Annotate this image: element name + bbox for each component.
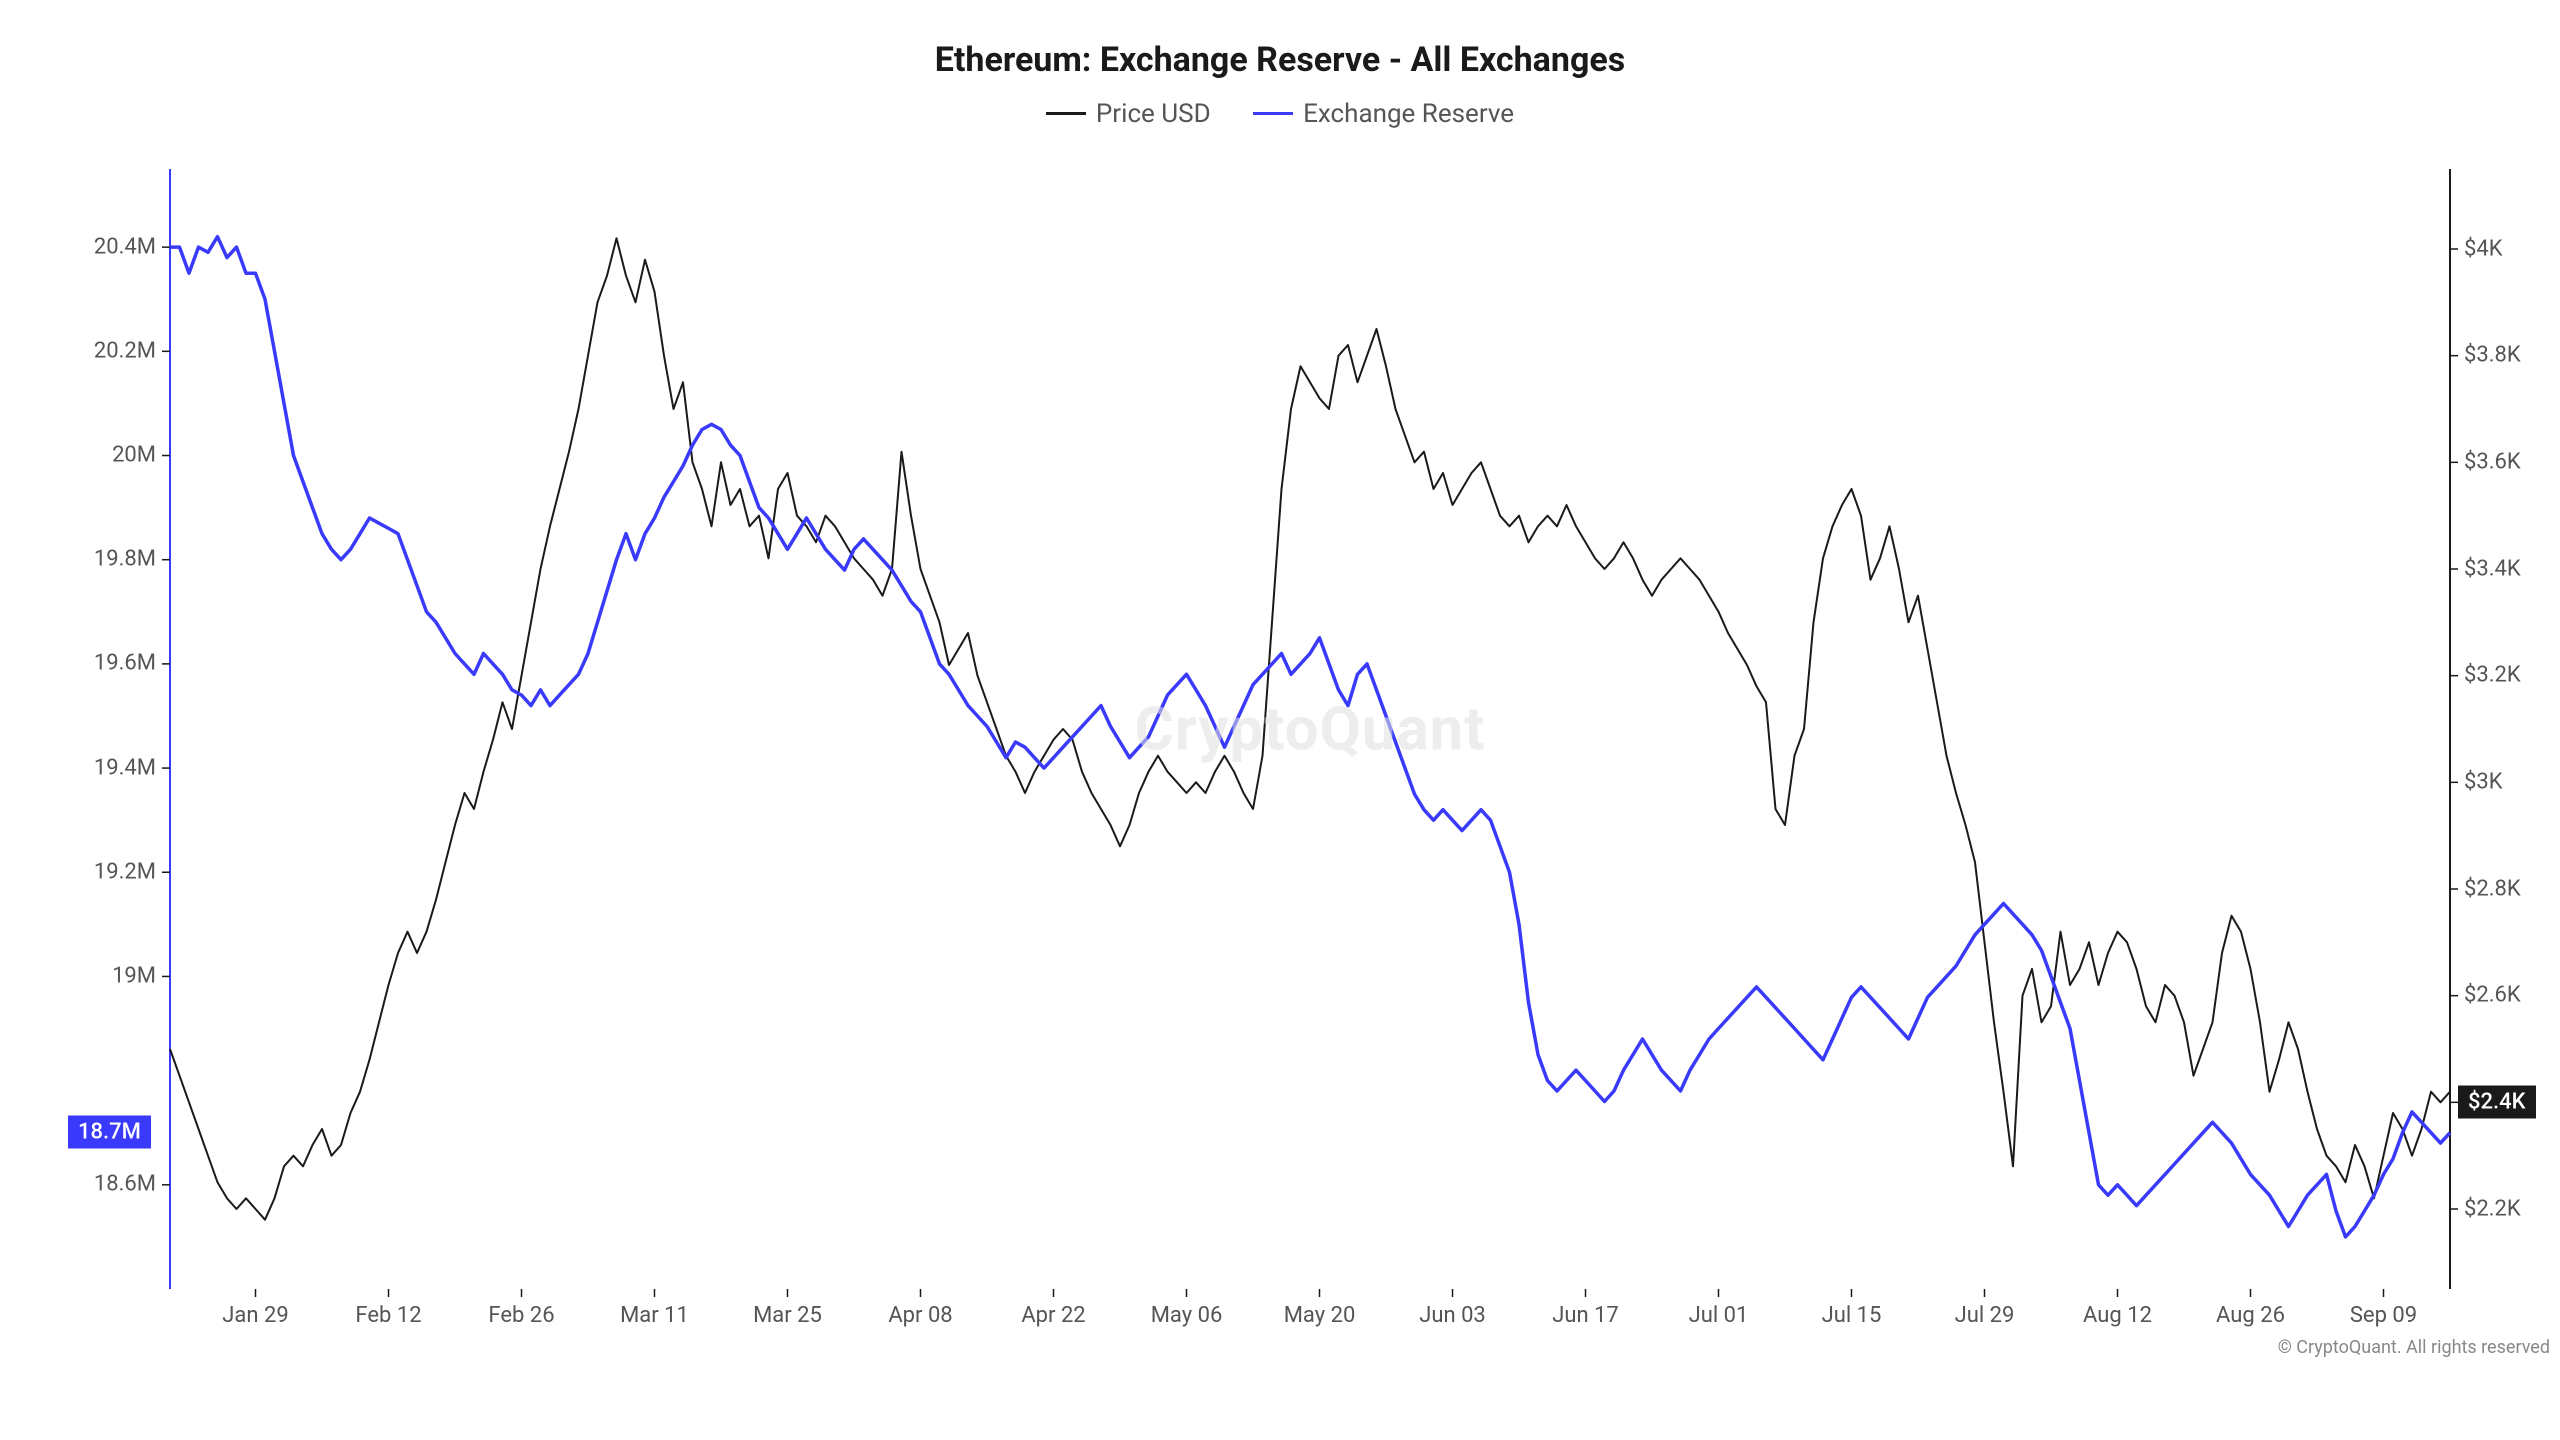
y-left-tick-label: 19.4M	[60, 755, 156, 780]
x-tick-label: Mar 25	[753, 1303, 822, 1328]
y-left-tick-label: 19.8M	[60, 547, 156, 572]
y-right-tick-label: $4K	[2464, 236, 2503, 261]
y-right-tick-label: $2.6K	[2464, 983, 2521, 1008]
x-tick-label: Jan 29	[222, 1303, 288, 1328]
y-left-tick-label: 20M	[60, 443, 156, 468]
chart-svg	[60, 159, 2560, 1349]
y-left-tick-label: 18.6M	[60, 1172, 156, 1197]
x-tick-label: May 20	[1284, 1303, 1356, 1328]
y-left-tick-label: 20.4M	[60, 234, 156, 259]
legend-label-reserve: Exchange Reserve	[1303, 99, 1514, 129]
y-right-tick-label: $2.8K	[2464, 876, 2521, 901]
x-tick-label: Jul 29	[1955, 1303, 2015, 1328]
y-right-tick-label: $3K	[2464, 769, 2503, 794]
x-tick-label: May 06	[1151, 1303, 1223, 1328]
x-tick-label: Jun 03	[1419, 1303, 1486, 1328]
x-tick-label: Jun 17	[1552, 1303, 1619, 1328]
x-tick-label: Feb 12	[355, 1303, 421, 1328]
plot-area: CryptoQuant © CryptoQuant. All rights re…	[60, 159, 2560, 1349]
x-tick-label: Feb 26	[488, 1303, 554, 1328]
y-right-tick-label: $3.2K	[2464, 663, 2521, 688]
y-right-tick-label: $2.2K	[2464, 1196, 2521, 1221]
x-tick-label: Sep 09	[2350, 1303, 2417, 1328]
x-tick-label: Mar 11	[620, 1303, 689, 1328]
y-left-tick-label: 20.2M	[60, 338, 156, 363]
x-tick-label: Aug 12	[2083, 1303, 2152, 1328]
legend-label-price: Price USD	[1096, 99, 1211, 129]
x-tick-label: Jul 15	[1822, 1303, 1882, 1328]
chart-legend: Price USD Exchange Reserve	[60, 92, 2500, 129]
legend-swatch-reserve	[1253, 112, 1293, 115]
x-tick-label: Aug 26	[2216, 1303, 2285, 1328]
y-left-tick-label: 19.2M	[60, 859, 156, 884]
y-left-tick-label: 19M	[60, 963, 156, 988]
chart-title: Ethereum: Exchange Reserve - All Exchang…	[60, 40, 2500, 80]
legend-item-reserve: Exchange Reserve	[1253, 99, 1514, 129]
x-tick-label: Apr 08	[888, 1303, 952, 1328]
y-right-tick-label: $3.8K	[2464, 343, 2521, 368]
chart-container: Ethereum: Exchange Reserve - All Exchang…	[0, 0, 2560, 1440]
current-reserve-badge: 18.7M	[68, 1116, 151, 1149]
y-right-tick-label: $3.4K	[2464, 556, 2521, 581]
y-left-tick-label: 19.6M	[60, 651, 156, 676]
x-tick-label: Apr 22	[1021, 1303, 1085, 1328]
legend-item-price: Price USD	[1046, 99, 1211, 129]
y-right-tick-label: $3.6K	[2464, 449, 2521, 474]
x-tick-label: Jul 01	[1689, 1303, 1749, 1328]
current-price-badge: $2.4K	[2458, 1085, 2536, 1118]
copyright-text: © CryptoQuant. All rights reserved	[2278, 1337, 2550, 1358]
legend-swatch-price	[1046, 112, 1086, 115]
